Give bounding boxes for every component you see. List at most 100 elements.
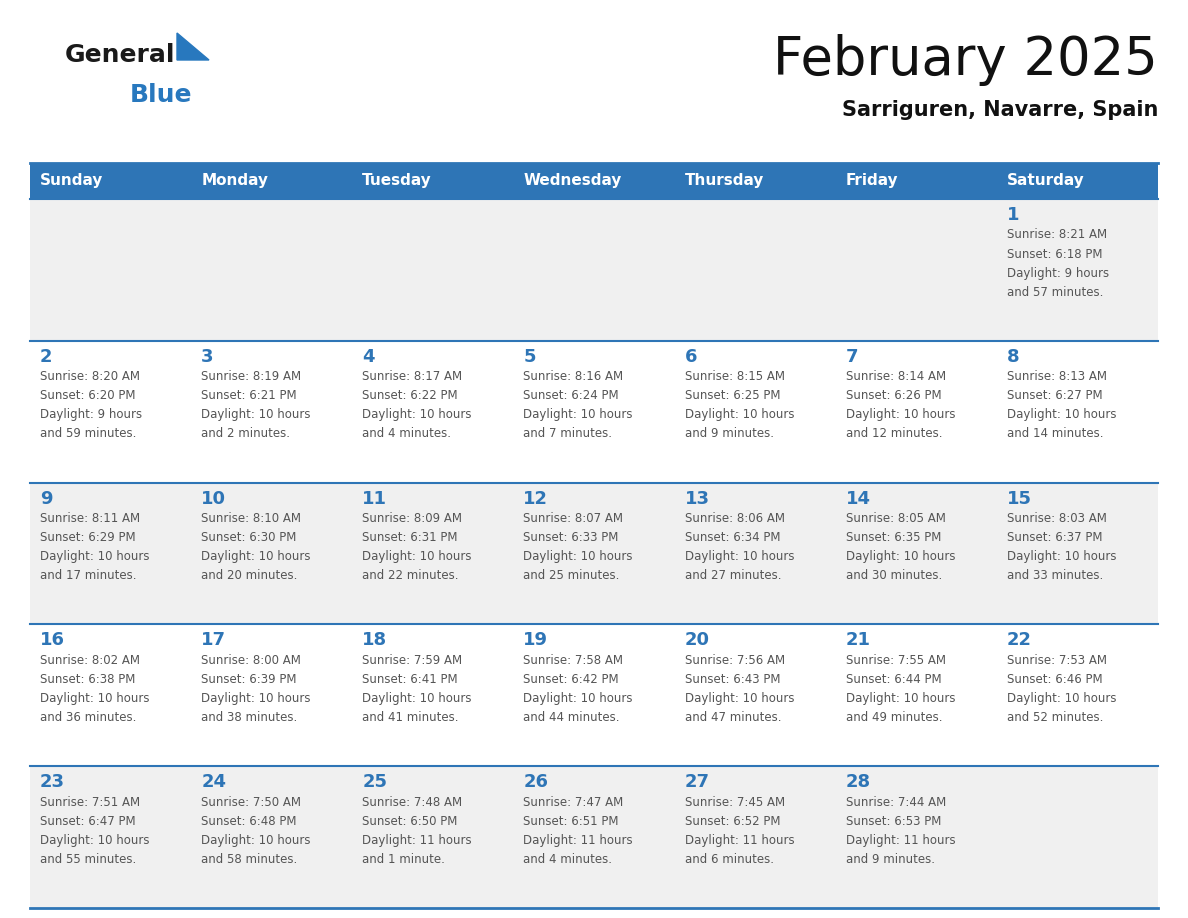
Text: Sunset: 6:35 PM: Sunset: 6:35 PM (846, 532, 941, 544)
Text: Sunset: 6:33 PM: Sunset: 6:33 PM (524, 532, 619, 544)
Text: 26: 26 (524, 773, 549, 791)
Text: Sunrise: 7:50 AM: Sunrise: 7:50 AM (201, 796, 301, 809)
Text: 21: 21 (846, 632, 871, 649)
Text: 4: 4 (362, 348, 374, 365)
Text: 23: 23 (40, 773, 65, 791)
Text: Sunrise: 7:47 AM: Sunrise: 7:47 AM (524, 796, 624, 809)
Text: 11: 11 (362, 489, 387, 508)
Text: 9: 9 (40, 489, 52, 508)
Text: Sunrise: 8:10 AM: Sunrise: 8:10 AM (201, 512, 301, 525)
Text: Daylight: 10 hours: Daylight: 10 hours (201, 692, 310, 705)
Bar (30, 341, 1158, 483)
Text: Sunrise: 8:20 AM: Sunrise: 8:20 AM (40, 370, 140, 384)
Text: Sunrise: 8:21 AM: Sunrise: 8:21 AM (1007, 229, 1107, 241)
Text: and 4 minutes.: and 4 minutes. (362, 427, 451, 441)
Text: Sunrise: 7:56 AM: Sunrise: 7:56 AM (684, 654, 785, 666)
Text: 15: 15 (1007, 489, 1032, 508)
Text: 8: 8 (1007, 348, 1019, 365)
Text: and 44 minutes.: and 44 minutes. (524, 711, 620, 724)
Text: Sunset: 6:51 PM: Sunset: 6:51 PM (524, 814, 619, 828)
Text: and 55 minutes.: and 55 minutes. (40, 853, 137, 866)
Text: Sunset: 6:47 PM: Sunset: 6:47 PM (40, 814, 135, 828)
Text: Sunset: 6:37 PM: Sunset: 6:37 PM (1007, 532, 1102, 544)
Text: and 9 minutes.: and 9 minutes. (684, 427, 773, 441)
Text: Sunrise: 7:53 AM: Sunrise: 7:53 AM (1007, 654, 1107, 666)
Text: and 58 minutes.: and 58 minutes. (201, 853, 297, 866)
Text: Sunset: 6:30 PM: Sunset: 6:30 PM (201, 532, 297, 544)
Text: Saturday: Saturday (1007, 174, 1085, 188)
Text: Sunset: 6:44 PM: Sunset: 6:44 PM (846, 673, 941, 686)
Text: Monday: Monday (201, 174, 268, 188)
Text: Sunrise: 8:07 AM: Sunrise: 8:07 AM (524, 512, 624, 525)
Text: 13: 13 (684, 489, 709, 508)
Text: Sunrise: 7:51 AM: Sunrise: 7:51 AM (40, 796, 140, 809)
Bar (30, 767, 1158, 908)
Text: Sunset: 6:50 PM: Sunset: 6:50 PM (362, 814, 457, 828)
Text: Daylight: 10 hours: Daylight: 10 hours (40, 550, 150, 563)
Text: and 52 minutes.: and 52 minutes. (1007, 711, 1104, 724)
Text: Daylight: 9 hours: Daylight: 9 hours (40, 409, 143, 421)
Text: 12: 12 (524, 489, 549, 508)
Text: Sarriguren, Navarre, Spain: Sarriguren, Navarre, Spain (841, 100, 1158, 120)
Text: Sunset: 6:29 PM: Sunset: 6:29 PM (40, 532, 135, 544)
Text: Sunrise: 8:09 AM: Sunrise: 8:09 AM (362, 512, 462, 525)
Text: Sunrise: 7:48 AM: Sunrise: 7:48 AM (362, 796, 462, 809)
Text: Daylight: 11 hours: Daylight: 11 hours (362, 834, 472, 846)
Text: 7: 7 (846, 348, 858, 365)
Text: Daylight: 10 hours: Daylight: 10 hours (201, 834, 310, 846)
Text: and 38 minutes.: and 38 minutes. (201, 711, 297, 724)
Text: Sunrise: 8:16 AM: Sunrise: 8:16 AM (524, 370, 624, 384)
Text: Daylight: 10 hours: Daylight: 10 hours (846, 550, 955, 563)
Text: and 1 minute.: and 1 minute. (362, 853, 446, 866)
Text: Daylight: 11 hours: Daylight: 11 hours (524, 834, 633, 846)
Text: Sunrise: 8:17 AM: Sunrise: 8:17 AM (362, 370, 462, 384)
Text: Sunset: 6:20 PM: Sunset: 6:20 PM (40, 389, 135, 402)
Text: Sunrise: 8:19 AM: Sunrise: 8:19 AM (201, 370, 302, 384)
Text: Sunset: 6:52 PM: Sunset: 6:52 PM (684, 814, 781, 828)
Text: and 9 minutes.: and 9 minutes. (846, 853, 935, 866)
Text: 5: 5 (524, 348, 536, 365)
Text: Sunset: 6:18 PM: Sunset: 6:18 PM (1007, 248, 1102, 261)
Text: Daylight: 11 hours: Daylight: 11 hours (846, 834, 955, 846)
Text: 18: 18 (362, 632, 387, 649)
Text: and 6 minutes.: and 6 minutes. (684, 853, 773, 866)
Text: Sunset: 6:48 PM: Sunset: 6:48 PM (201, 814, 297, 828)
Text: Daylight: 10 hours: Daylight: 10 hours (846, 692, 955, 705)
Text: Sunset: 6:41 PM: Sunset: 6:41 PM (362, 673, 457, 686)
Text: and 49 minutes.: and 49 minutes. (846, 711, 942, 724)
Text: and 7 minutes.: and 7 minutes. (524, 427, 613, 441)
Text: Sunset: 6:43 PM: Sunset: 6:43 PM (684, 673, 781, 686)
Text: Thursday: Thursday (684, 174, 764, 188)
Text: Daylight: 10 hours: Daylight: 10 hours (201, 409, 310, 421)
Text: Daylight: 11 hours: Daylight: 11 hours (684, 834, 795, 846)
Text: Sunset: 6:21 PM: Sunset: 6:21 PM (201, 389, 297, 402)
Text: and 59 minutes.: and 59 minutes. (40, 427, 137, 441)
Text: Daylight: 10 hours: Daylight: 10 hours (684, 692, 794, 705)
Text: 28: 28 (846, 773, 871, 791)
Text: and 41 minutes.: and 41 minutes. (362, 711, 459, 724)
Text: Sunrise: 8:15 AM: Sunrise: 8:15 AM (684, 370, 784, 384)
Bar (30, 163, 1158, 199)
Text: Sunset: 6:27 PM: Sunset: 6:27 PM (1007, 389, 1102, 402)
Text: General: General (65, 43, 176, 67)
Text: Daylight: 10 hours: Daylight: 10 hours (40, 834, 150, 846)
Text: and 2 minutes.: and 2 minutes. (201, 427, 290, 441)
Text: 10: 10 (201, 489, 226, 508)
Text: Sunrise: 8:11 AM: Sunrise: 8:11 AM (40, 512, 140, 525)
Text: Sunset: 6:22 PM: Sunset: 6:22 PM (362, 389, 457, 402)
Text: Sunrise: 8:13 AM: Sunrise: 8:13 AM (1007, 370, 1107, 384)
Text: Sunset: 6:39 PM: Sunset: 6:39 PM (201, 673, 297, 686)
Text: and 14 minutes.: and 14 minutes. (1007, 427, 1104, 441)
Text: Tuesday: Tuesday (362, 174, 432, 188)
Text: and 57 minutes.: and 57 minutes. (1007, 285, 1104, 298)
Text: Sunrise: 8:02 AM: Sunrise: 8:02 AM (40, 654, 140, 666)
Text: Sunrise: 8:03 AM: Sunrise: 8:03 AM (1007, 512, 1107, 525)
Text: Sunday: Sunday (40, 174, 103, 188)
Text: 22: 22 (1007, 632, 1032, 649)
Text: Sunset: 6:25 PM: Sunset: 6:25 PM (684, 389, 781, 402)
Text: 27: 27 (684, 773, 709, 791)
Bar (30, 199, 1158, 341)
Text: Sunset: 6:34 PM: Sunset: 6:34 PM (684, 532, 781, 544)
Text: 25: 25 (362, 773, 387, 791)
Text: Sunrise: 7:58 AM: Sunrise: 7:58 AM (524, 654, 624, 666)
